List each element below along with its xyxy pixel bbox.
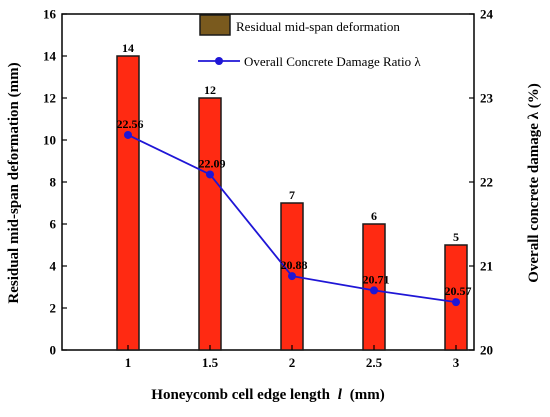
- bar-value-label: 12: [204, 83, 216, 97]
- bar-value-label: 5: [453, 230, 459, 244]
- y-tick-label: 10: [43, 133, 56, 148]
- x-tick-label: 1.5: [202, 355, 219, 370]
- line-value-label: 20.88: [281, 258, 308, 272]
- line-value-label: 20.71: [363, 272, 390, 286]
- line-point: [452, 298, 460, 307]
- x-tick-label: 1: [125, 355, 132, 370]
- y-tick-label: 2: [50, 301, 57, 316]
- legend-bar-swatch: [199, 14, 231, 36]
- x-axis-title-var: l: [338, 387, 343, 403]
- bar-value-label: 7: [289, 188, 295, 202]
- y-tick-label: 8: [50, 175, 57, 190]
- y2-tick-label: 24: [480, 7, 494, 22]
- line-point: [370, 286, 378, 295]
- bar-value-label: 14: [122, 41, 134, 55]
- bar: [116, 55, 140, 351]
- y-tick-label: 6: [50, 217, 57, 232]
- x-axis-title-text: Honeycomb cell edge length: [151, 387, 330, 403]
- line-value-label: 20.57: [445, 284, 472, 298]
- y-axis-title: Residual mid-span deformation (mm): [6, 62, 22, 303]
- legend-line-label: Overall Concrete Damage Ratio λ: [244, 54, 421, 69]
- bar: [198, 97, 222, 351]
- y2-tick-label: 22: [480, 175, 493, 190]
- y-tick-label: 14: [43, 49, 57, 64]
- y-tick-label: 0: [50, 343, 57, 358]
- line-series: 22.56 22.09 20.88 20.71 20.57: [117, 117, 472, 307]
- line-value-label: 22.56: [117, 117, 144, 131]
- bar-value-label: 6: [371, 209, 377, 223]
- y2-tick-label: 23: [480, 91, 494, 106]
- x-tick-label: 3: [453, 355, 460, 370]
- y-tick-label: 4: [50, 259, 57, 274]
- x-tick-label: 2: [289, 355, 296, 370]
- x-axis-title-unit: (mm): [350, 387, 385, 403]
- y2-tick-label: 20: [480, 343, 493, 358]
- bar-series: 14 12 7 6 5: [116, 41, 468, 351]
- line-point: [206, 170, 214, 179]
- y2-axis-title: Overall concrete damage λ (%): [526, 83, 542, 283]
- legend-line-marker: [215, 57, 223, 65]
- x-axis-title: Honeycomb cell edge length l (mm): [151, 387, 384, 403]
- legend: Residual mid-span deformation Overall Co…: [198, 14, 421, 69]
- y2-tick-label: 21: [480, 259, 493, 274]
- line-point: [288, 272, 296, 281]
- line-point: [124, 130, 132, 139]
- x-tick-label: 2.5: [366, 355, 383, 370]
- y-tick-label: 12: [43, 91, 56, 106]
- legend-bar-label: Residual mid-span deformation: [236, 19, 400, 34]
- line-value-label: 22.09: [199, 156, 226, 170]
- y-tick-label: 16: [43, 7, 57, 22]
